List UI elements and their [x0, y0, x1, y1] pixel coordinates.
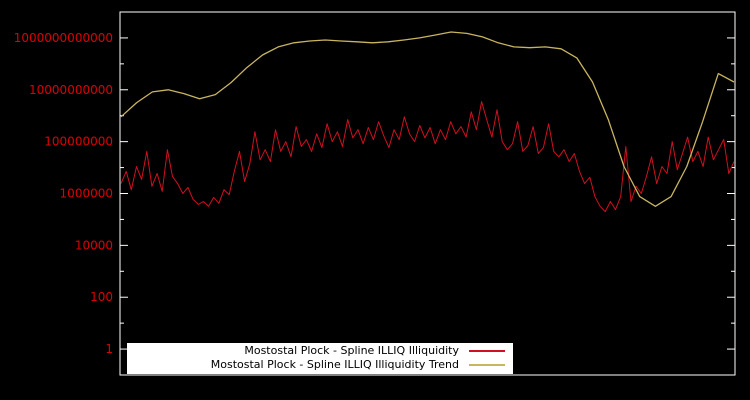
- legend-label-trend: Mostostal Plock - Spline ILLIQ Illiquidi…: [210, 358, 459, 371]
- y-tick-label: 100: [90, 290, 113, 304]
- y-tick-label: 10000000000: [29, 83, 113, 97]
- y-tick-label: 1: [105, 342, 113, 356]
- legend-box: Mostostal Plock - Spline ILLIQ Illiquidi…: [127, 343, 513, 374]
- series-line-0: [120, 101, 735, 213]
- legend-item-trend: Mostostal Plock - Spline ILLIQ Illiquidi…: [135, 358, 505, 372]
- legend-item-illiquidity: Mostostal Plock - Spline ILLIQ Illiquidi…: [135, 344, 505, 358]
- legend-label-illiquidity: Mostostal Plock - Spline ILLIQ Illiquidi…: [244, 344, 459, 357]
- y-tick-label: 10000: [75, 238, 113, 252]
- legend-line-sample-trend: [469, 364, 505, 366]
- plot-border: [119, 11, 736, 376]
- y-tick-label: 1000000000000: [14, 31, 113, 45]
- series-line-1: [120, 31, 735, 207]
- y-tick-label: 1000000: [60, 187, 113, 201]
- y-tick-label: 100000000: [44, 135, 113, 149]
- legend-line-sample-illiquidity: [469, 350, 505, 352]
